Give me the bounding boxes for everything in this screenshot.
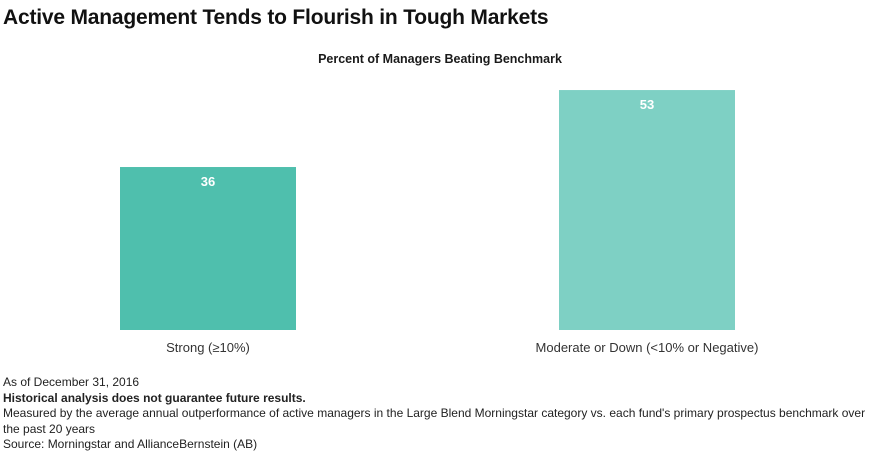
- data-label-0: 36: [201, 174, 215, 189]
- bar-chart: Percent of Managers Beating Benchmark 36…: [0, 40, 880, 370]
- category-label-0: Strong (≥10%): [166, 340, 250, 355]
- footer-notes: As of December 31, 2016 Historical analy…: [3, 375, 873, 453]
- disclaimer: Historical analysis does not guarantee f…: [3, 390, 306, 405]
- methodology-note: Measured by the average annual outperfor…: [3, 406, 866, 436]
- bar-0: [120, 167, 296, 330]
- page-title: Active Management Tends to Flourish in T…: [3, 6, 549, 29]
- data-label-1: 53: [640, 97, 654, 112]
- source-note: Source: Morningstar and AllianceBernstei…: [3, 437, 258, 451]
- category-label-1: Moderate or Down (<10% or Negative): [536, 340, 759, 355]
- chart-title: Percent of Managers Beating Benchmark: [318, 52, 562, 66]
- bar-1: [559, 90, 735, 330]
- chart-svg: 36 Strong (≥10%) 53 Moderate or Down (<10% …: [120, 90, 759, 355]
- as-of-date: As of December 31, 2016: [3, 375, 140, 389]
